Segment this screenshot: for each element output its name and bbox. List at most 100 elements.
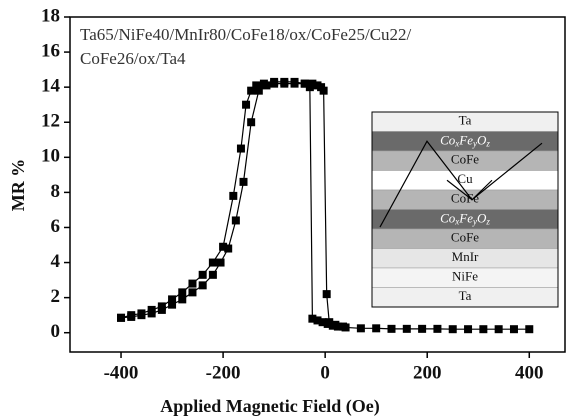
marker — [509, 325, 518, 334]
layer-label-part: Co — [440, 132, 456, 147]
y-axis-label: MR % — [8, 159, 28, 212]
marker — [252, 81, 261, 90]
x-tick-label: 200 — [413, 362, 442, 383]
marker — [117, 313, 126, 322]
layer-label: MnIr — [452, 249, 479, 264]
marker — [231, 216, 240, 225]
plot-frame — [69, 16, 566, 353]
x-tick-label: 400 — [515, 362, 544, 383]
marker — [318, 318, 327, 327]
layer-label-part: Fe — [458, 132, 473, 147]
marker — [448, 325, 457, 334]
marker — [494, 325, 503, 334]
marker — [319, 86, 328, 95]
marker — [137, 311, 146, 320]
marker — [308, 314, 317, 323]
marker — [198, 281, 207, 290]
marker — [479, 325, 488, 334]
layer-label: CoFe — [451, 191, 479, 206]
y-tick-label: 10 — [41, 146, 60, 167]
marker — [247, 86, 256, 95]
marker — [188, 279, 197, 288]
layer-label-part: O — [477, 210, 487, 225]
marker — [168, 300, 177, 309]
layer-label-part: z — [485, 216, 490, 226]
electron-path — [446, 179, 493, 201]
marker — [308, 79, 317, 88]
layer-label-part: Fe — [458, 210, 473, 225]
marker — [229, 191, 238, 200]
layer-label: CoFe — [451, 230, 479, 245]
marker — [280, 79, 289, 88]
layer-label-part: x — [454, 216, 459, 226]
y-tick-label: 14 — [41, 76, 61, 97]
marker — [300, 79, 309, 88]
marker — [239, 177, 248, 186]
marker — [147, 309, 156, 318]
y-tick-label: 2 — [51, 286, 61, 307]
y-tick-label: 16 — [41, 40, 60, 61]
electron-path — [379, 140, 543, 228]
y-tick-label: 8 — [51, 181, 61, 202]
layer-label: CoxFeyOz — [440, 132, 490, 148]
annotation: Ta65/NiFe40/MnIr80/CoFe18/ox/CoFe25/Cu22… — [80, 25, 412, 44]
marker — [525, 325, 534, 334]
marker — [262, 81, 271, 90]
marker — [224, 244, 233, 253]
marker — [402, 324, 411, 333]
y-tick-label: 0 — [51, 321, 61, 342]
marker — [178, 288, 187, 297]
marker — [127, 312, 136, 321]
marker — [208, 258, 217, 267]
marker — [322, 290, 331, 299]
marker — [270, 79, 279, 88]
marker — [325, 318, 334, 327]
inset: TaCoxFeyOzCoFeCuCoFeCoxFeyOzCoFeMnIrNiFe… — [371, 111, 559, 308]
layer-label: CoxFeyOz — [440, 210, 490, 226]
y-tick-label: 12 — [41, 111, 60, 132]
layer-label-part: y — [472, 216, 477, 226]
marker — [372, 324, 381, 333]
layer-label-part: Co — [440, 210, 456, 225]
annotation: CoFe26/ox/Ta4 — [80, 49, 186, 68]
layer-label: CoFe — [451, 152, 479, 167]
layer-label-part: O — [477, 132, 487, 147]
marker — [331, 320, 340, 329]
marker — [247, 118, 256, 127]
marker — [387, 324, 396, 333]
inset-frame — [371, 111, 559, 308]
layer-label-part: z — [485, 138, 490, 148]
marker — [188, 288, 197, 297]
layer-label-part: x — [454, 138, 459, 148]
y-tick-label: 18 — [41, 5, 60, 26]
layer-label: Ta — [459, 113, 472, 128]
y-tick-label: 4 — [51, 251, 61, 272]
layer-label: Cu — [457, 171, 473, 186]
marker — [356, 324, 365, 333]
marker — [236, 144, 245, 153]
x-axis-label: Applied Magnetic Field (Oe) — [160, 396, 379, 417]
marker — [418, 324, 427, 333]
marker — [339, 322, 348, 331]
x-tick-label: -400 — [104, 362, 139, 383]
x-tick-label: -200 — [206, 362, 241, 383]
marker — [242, 100, 251, 109]
x-tick-label: 0 — [320, 362, 330, 383]
marker — [157, 305, 166, 314]
marker — [433, 324, 442, 333]
marker — [219, 242, 228, 251]
layer-label: NiFe — [452, 269, 478, 284]
marker — [208, 270, 217, 279]
marker — [464, 325, 473, 334]
marker — [198, 270, 207, 279]
marker — [254, 86, 263, 95]
layer-label-part: y — [472, 138, 477, 148]
marker — [313, 316, 322, 325]
marker — [178, 295, 187, 304]
marker — [216, 258, 225, 267]
layer-label: Ta — [459, 288, 472, 303]
y-tick-label: 6 — [51, 216, 61, 237]
marker — [168, 295, 177, 304]
marker — [290, 79, 299, 88]
